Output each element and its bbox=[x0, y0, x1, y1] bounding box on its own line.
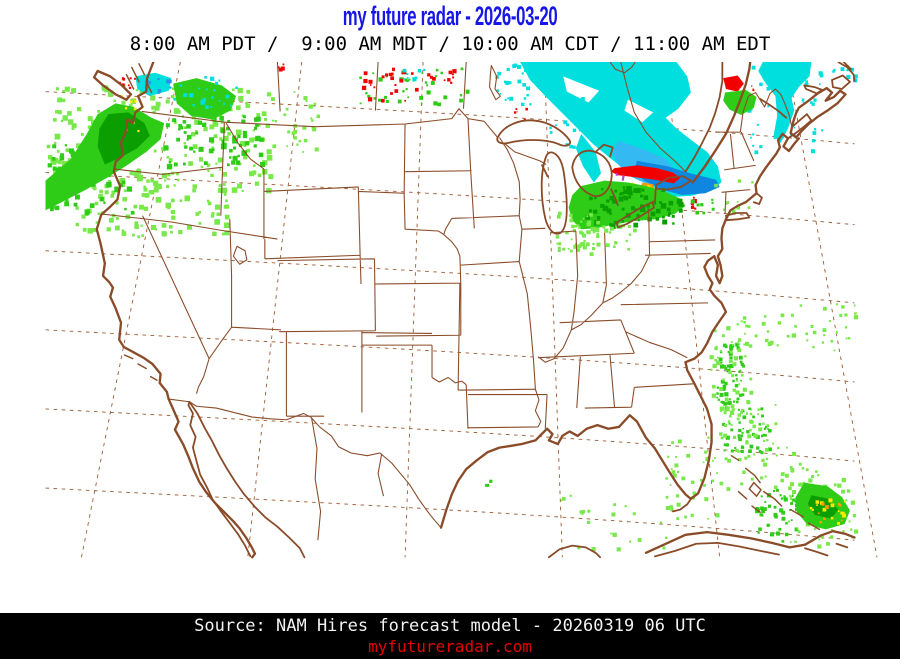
footer-bar: Source: NAM Hires forecast model - 20260… bbox=[0, 613, 900, 659]
nova-scotia bbox=[789, 86, 847, 139]
cuba-north-coast bbox=[644, 530, 856, 554]
new-brunswick-shore bbox=[759, 97, 788, 119]
prince-edward-island bbox=[803, 84, 824, 95]
bahamas bbox=[730, 454, 821, 531]
cuba-south-coast bbox=[654, 541, 849, 558]
lake-superior bbox=[496, 119, 572, 147]
cape-breton bbox=[831, 74, 851, 90]
lake-huron bbox=[571, 143, 614, 198]
title-row: my future radar - 2026-03-20 bbox=[0, 1, 900, 32]
map-container bbox=[0, 62, 900, 613]
pacific-coast bbox=[95, 62, 170, 401]
coastline bbox=[92, 62, 856, 559]
vancouver-island bbox=[92, 69, 133, 101]
atlantic-coast bbox=[684, 218, 728, 364]
new-england-coast bbox=[724, 132, 800, 221]
islands bbox=[547, 454, 856, 559]
gulf-of-california bbox=[187, 400, 306, 559]
source-text: Source: NAM Hires forecast model - 20260… bbox=[194, 616, 706, 636]
radar-map bbox=[45, 62, 878, 559]
newfoundland-corner bbox=[837, 62, 856, 82]
website-text: myfutureradar.com bbox=[368, 637, 532, 656]
lake-erie bbox=[610, 186, 657, 229]
gulf-coast bbox=[439, 414, 693, 529]
forecast-times: 8:00 AM PDT / 9:00 AM MDT / 10:00 AM CDT… bbox=[129, 33, 771, 55]
bc-inlets bbox=[125, 63, 153, 94]
state-borders bbox=[101, 62, 793, 541]
long-island bbox=[725, 212, 751, 222]
lake-michigan bbox=[540, 151, 568, 235]
channel-islands bbox=[123, 354, 158, 381]
precipitation-layer bbox=[45, 62, 859, 552]
page-title: my future radar - 2026-03-20 bbox=[342, 1, 558, 31]
lake-ontario bbox=[654, 175, 692, 191]
florida-atlantic bbox=[684, 361, 713, 501]
st-lawrence-north-bank bbox=[684, 62, 724, 173]
florida-keys bbox=[672, 497, 692, 513]
yucatan-tip bbox=[547, 544, 602, 559]
us-mexico-border bbox=[168, 398, 442, 528]
cape-cod bbox=[752, 192, 763, 205]
superior-south-shore bbox=[503, 142, 547, 165]
great-lakes bbox=[496, 119, 692, 235]
st-lawrence-south-bank bbox=[691, 62, 752, 184]
graticule bbox=[45, 62, 878, 558]
baja-california bbox=[167, 397, 257, 559]
